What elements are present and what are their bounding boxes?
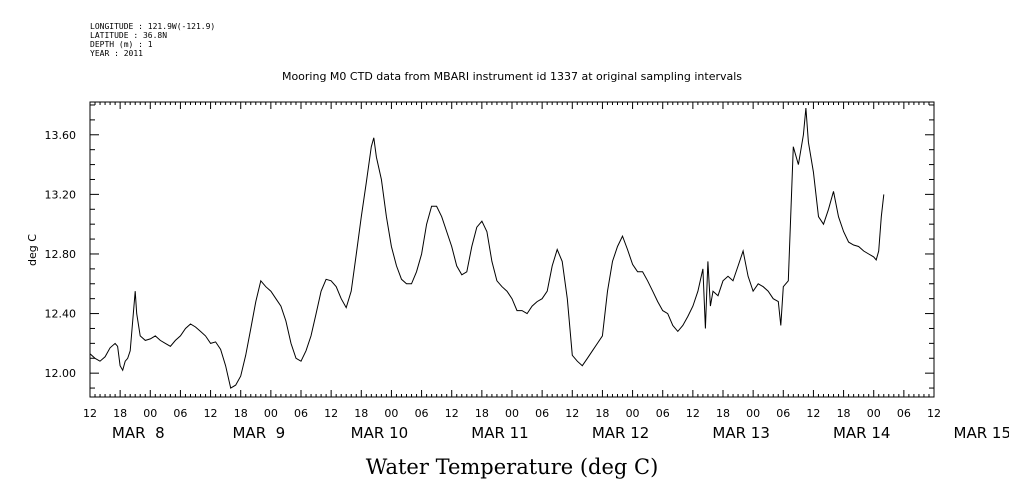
x-axis-label: Water Temperature (deg C): [366, 455, 659, 479]
x-hour-tick-label: 12: [565, 407, 579, 420]
x-hour-tick-label: 00: [143, 407, 157, 420]
x-hour-tick-label: 12: [806, 407, 820, 420]
y-tick-label: 12.80: [45, 248, 77, 261]
x-day-label: MAR 13: [712, 424, 769, 442]
x-hour-tick-label: 06: [173, 407, 187, 420]
x-day-label: MAR 10: [351, 424, 408, 442]
x-hour-tick-label: 18: [234, 407, 248, 420]
depth-text: DEPTH (m) : 1: [90, 40, 153, 49]
year-text: YEAR : 2011: [90, 49, 143, 58]
x-hour-tick-label: 00: [384, 407, 398, 420]
x-hour-tick-label: 00: [626, 407, 640, 420]
x-day-label: MAR 11: [471, 424, 528, 442]
latitude-text: LATITUDE : 36.8N: [90, 31, 168, 40]
x-hour-tick-label: 06: [897, 407, 911, 420]
x-day-labels: MAR 8 MAR 9 MAR 10 MAR 11 MAR 12 MAR 13 MAR 14…: [112, 424, 1009, 442]
x-tick-labels: 12 18 00 06 12 18 00 06 12 18 00 06 12 18 00 06 12 18 00 06…: [83, 407, 941, 420]
x-hour-tick-label: 00: [264, 407, 278, 420]
y-tick-label: 12.00: [45, 367, 77, 380]
x-hour-tick-label: 12: [445, 407, 459, 420]
x-hour-tick-label: 06: [415, 407, 429, 420]
x-hour-tick-label: 12: [927, 407, 941, 420]
x-hour-tick-label: 12: [204, 407, 218, 420]
metadata-block: LONGITUDE : 121.9W(-121.9) LATITUDE : 36…: [90, 22, 215, 58]
x-day-label: MAR 12: [592, 424, 649, 442]
x-hour-tick-label: 06: [656, 407, 670, 420]
x-hour-tick-label: 12: [83, 407, 97, 420]
x-hour-tick-label: 18: [595, 407, 609, 420]
y-axis-label: deg C: [26, 234, 39, 266]
temperature-series-line: [89, 107, 885, 389]
x-hour-tick-label: 12: [686, 407, 700, 420]
x-hour-tick-label: 18: [113, 407, 127, 420]
x-hour-tick-label: 18: [716, 407, 730, 420]
x-hour-tick-label: 06: [294, 407, 308, 420]
x-hour-tick-label: 06: [776, 407, 790, 420]
x-hour-tick-label: 00: [746, 407, 760, 420]
x-day-label: MAR 8: [112, 424, 165, 442]
y-tick-label: 12.40: [45, 308, 77, 321]
x-hour-tick-label: 18: [354, 407, 368, 420]
y-tick-label: 13.60: [45, 129, 77, 142]
x-hour-tick-label: 00: [867, 407, 881, 420]
axis-ticks: [89, 102, 935, 397]
longitude-text: LONGITUDE : 121.9W(-121.9): [90, 22, 216, 31]
plot-title: Mooring M0 CTD data from MBARI instrumen…: [282, 70, 742, 83]
x-hour-tick-label: 00: [505, 407, 519, 420]
x-day-label: MAR 15: [954, 424, 1009, 442]
y-tick-label: 13.20: [45, 188, 77, 201]
y-tick-labels: 12.00 12.40 12.80 13.20 13.60: [45, 129, 77, 380]
x-hour-tick-label: 06: [535, 407, 549, 420]
x-hour-tick-label: 18: [475, 407, 489, 420]
x-hour-tick-label: 12: [324, 407, 338, 420]
x-day-label: MAR 9: [232, 424, 285, 442]
x-day-label: MAR 14: [833, 424, 890, 442]
x-hour-tick-label: 18: [837, 407, 851, 420]
plot-frame: [89, 101, 935, 398]
